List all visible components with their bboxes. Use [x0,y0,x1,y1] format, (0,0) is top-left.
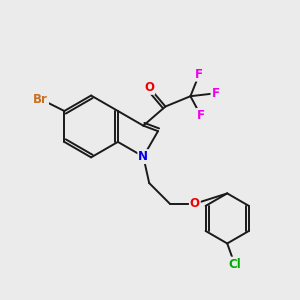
Text: N: N [138,150,148,163]
Text: F: F [212,87,220,100]
Text: F: F [195,68,203,81]
Text: O: O [144,81,154,94]
Text: F: F [197,109,205,122]
Text: Br: Br [33,93,48,106]
Text: Cl: Cl [228,258,241,271]
Text: O: O [190,197,200,210]
